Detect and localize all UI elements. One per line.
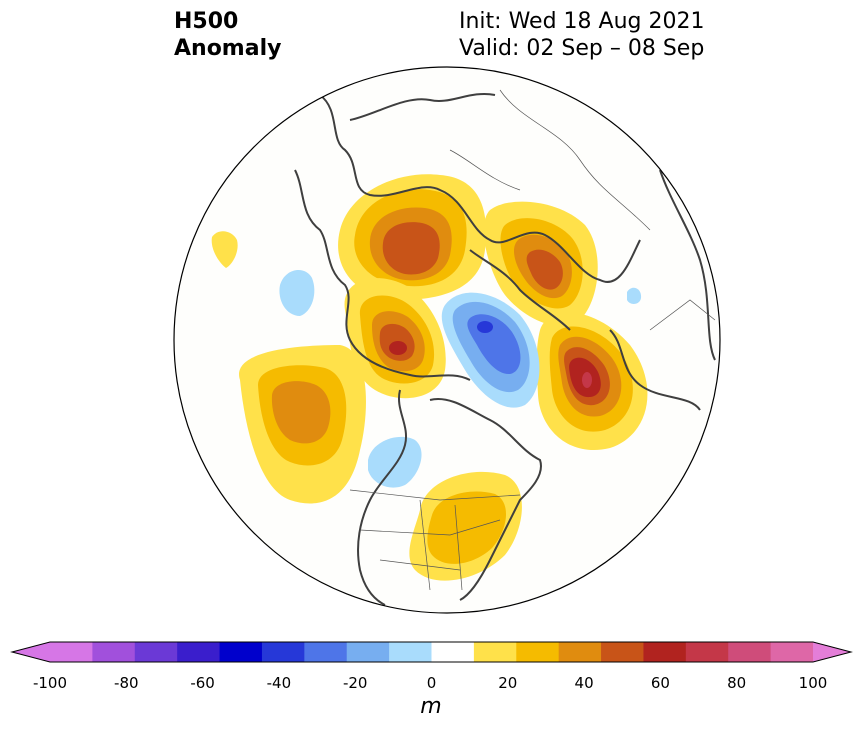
colorbar-cell bbox=[728, 642, 772, 662]
colorbar-cell bbox=[177, 642, 221, 662]
colorbar-cell bbox=[770, 642, 814, 662]
init-time: Init: Wed 18 Aug 2021 bbox=[459, 9, 705, 34]
anomaly-field bbox=[211, 89, 716, 606]
colorbar-cell bbox=[304, 642, 348, 662]
colorbar-tick-label: 80 bbox=[727, 674, 747, 692]
colorbar-tick-label: -60 bbox=[190, 674, 215, 692]
colorbar-cell bbox=[643, 642, 687, 662]
colorbar-cell bbox=[92, 642, 136, 662]
colorbar-cell bbox=[261, 642, 305, 662]
anomaly-central-asia bbox=[279, 269, 315, 316]
colorbar-tick-label: -80 bbox=[114, 674, 139, 692]
colorbar-cell bbox=[431, 642, 475, 662]
colorbar-cell bbox=[558, 642, 602, 662]
colorbar-tick-label: -100 bbox=[32, 674, 68, 692]
colorbar-extend-min bbox=[12, 642, 50, 662]
colorbar-tick-label: 60 bbox=[650, 674, 670, 692]
colorbar-tick-label: 20 bbox=[498, 674, 518, 692]
colorbar-cell bbox=[50, 642, 93, 662]
anomaly-western-canada bbox=[368, 436, 422, 488]
chart-title: H500 Anomaly bbox=[174, 8, 281, 62]
anomaly-greenland bbox=[441, 292, 540, 408]
coastlines bbox=[294, 93, 716, 606]
anomaly-barents bbox=[344, 278, 446, 399]
run-info: Init: Wed 18 Aug 2021 Valid: 02 Sep – 08… bbox=[459, 8, 704, 62]
anomaly-chukotka bbox=[483, 201, 598, 326]
colorbar-tick-label: -40 bbox=[266, 674, 292, 692]
colorbar-outline bbox=[10, 641, 853, 663]
colorbar bbox=[10, 641, 853, 663]
polar-map bbox=[173, 66, 721, 614]
colorbar-cell bbox=[601, 642, 644, 662]
colorbar-tick-label: 100 bbox=[798, 674, 828, 692]
valid-period: Valid: 02 Sep – 08 Sep bbox=[459, 36, 705, 61]
colorbar-unit: m bbox=[420, 694, 442, 719]
colorbar-cell bbox=[685, 642, 729, 662]
map-boundary bbox=[173, 66, 721, 614]
colorbar-cell bbox=[473, 642, 517, 662]
colorbar-tick-label: -20 bbox=[342, 674, 368, 692]
colorbar-extend-max bbox=[813, 642, 851, 662]
colorbar-cell bbox=[346, 642, 390, 662]
title-line-2: Anomaly bbox=[174, 36, 282, 61]
borders bbox=[349, 89, 716, 591]
colorbar-tick-label: 40 bbox=[574, 674, 594, 692]
colorbar-cell bbox=[219, 642, 263, 662]
anomaly-europe-small bbox=[627, 287, 642, 304]
colorbar-cell bbox=[389, 642, 432, 662]
anomaly-siberia bbox=[338, 174, 487, 300]
colorbar-cell bbox=[134, 642, 178, 662]
title-line-1: H500 bbox=[174, 9, 239, 34]
anomaly-west-pacific bbox=[211, 231, 238, 268]
anomaly-north-pacific bbox=[239, 345, 366, 504]
colorbar-tick-label: 0 bbox=[426, 674, 437, 692]
colorbar-cell bbox=[516, 642, 560, 662]
